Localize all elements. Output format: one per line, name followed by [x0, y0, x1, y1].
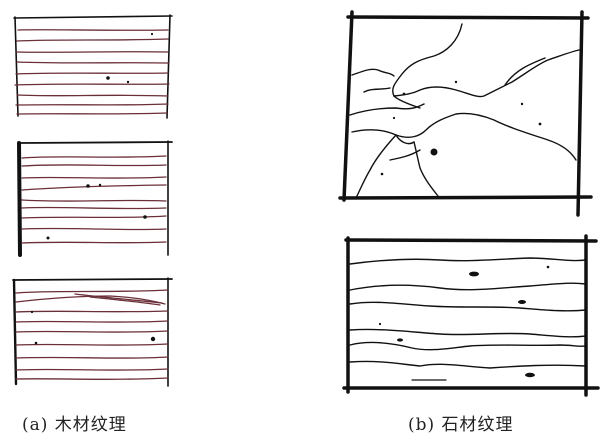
caption-wood-texture: (a) 木材纹理 [22, 415, 127, 435]
stone-texture-panel-2 [342, 234, 600, 397]
wood-texture-panel-2 [17, 140, 173, 257]
caption-stone-texture: (b) 石材纹理 [408, 415, 514, 435]
wood-texture-panel-3 [12, 277, 173, 387]
wood-texture-panel-1 [13, 14, 173, 119]
stone-texture-panel-1 [338, 10, 593, 217]
